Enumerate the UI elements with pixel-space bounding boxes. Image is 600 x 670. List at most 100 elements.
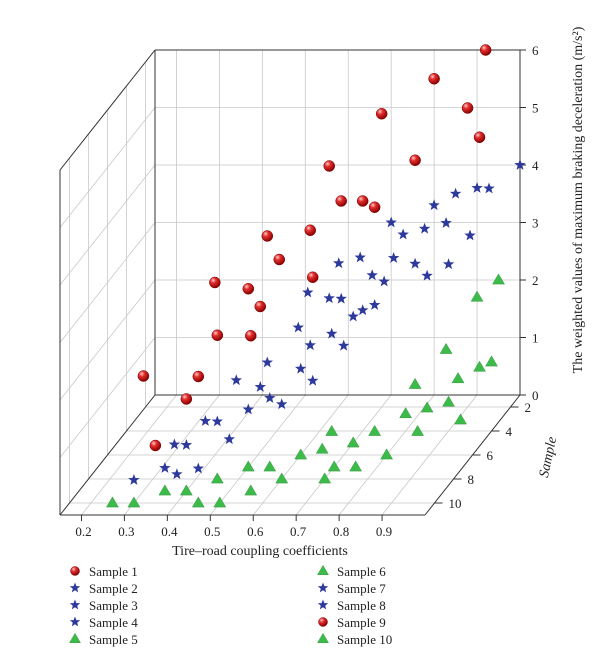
x-tick-label: 0.7: [290, 524, 307, 539]
red-point: [180, 393, 193, 405]
blue-point: [354, 251, 366, 263]
legend-label: Sample 2: [89, 581, 138, 596]
blue-point: [440, 217, 452, 228]
legend-label: Sample 10: [337, 632, 392, 647]
legend-marker: [317, 564, 329, 575]
legend-label: Sample 8: [337, 598, 386, 613]
red-point: [368, 201, 381, 213]
green-point: [451, 372, 465, 384]
legend-marker: [69, 599, 81, 610]
blue-point: [292, 321, 304, 333]
green-point: [294, 448, 308, 460]
green-point: [158, 484, 172, 496]
red-point: [306, 271, 319, 283]
blue-point: [338, 339, 350, 351]
red-point: [149, 439, 162, 452]
y-tick-label: 2: [525, 400, 532, 415]
x-tick-label: 0.5: [204, 524, 220, 539]
legend-entry: Sample 4: [69, 615, 138, 630]
red-point: [356, 195, 369, 207]
red-point: [137, 370, 150, 382]
blue-point: [254, 381, 266, 392]
blue-point: [378, 275, 390, 287]
green-point: [213, 496, 227, 508]
blue-point: [333, 257, 345, 269]
blue-point: [276, 398, 288, 410]
grid-line: [59, 337, 156, 458]
y-tick-label: 6: [487, 448, 494, 463]
blue-point: [223, 433, 235, 445]
red-point: [473, 131, 486, 143]
blue-point: [211, 415, 223, 427]
blue-point: [242, 403, 254, 415]
green-point: [411, 424, 424, 436]
legend-label: Sample 5: [89, 632, 138, 647]
legend-marker: [70, 566, 80, 576]
red-point: [273, 253, 286, 266]
legend-entry: Sample 7: [317, 581, 386, 596]
grid-line: [59, 107, 156, 228]
green-point: [191, 496, 205, 508]
green-point: [473, 360, 486, 372]
blue-point: [199, 415, 212, 426]
x-axis-label: Tire–road coupling coefficients: [172, 544, 348, 559]
blue-point: [323, 292, 335, 304]
green-point: [346, 436, 360, 448]
green-point: [368, 424, 381, 436]
z-tick-label: 5: [532, 101, 539, 116]
blue-point: [483, 182, 495, 194]
x-tick-label: 0.8: [333, 524, 349, 539]
red-point: [254, 300, 267, 313]
blue-point: [366, 269, 378, 281]
legend-entry: Sample 1: [70, 564, 138, 579]
blue-point: [357, 304, 369, 316]
green-point: [241, 460, 255, 472]
red-point: [261, 230, 274, 242]
legend-marker: [317, 582, 329, 593]
x-tick-label: 0.9: [376, 524, 392, 539]
y-tick-label: 8: [468, 472, 475, 487]
grid-line: [59, 222, 156, 343]
axis-frame: [59, 49, 156, 171]
blue-point: [159, 462, 171, 473]
legend-marker: [317, 599, 329, 610]
blue-point: [230, 374, 242, 386]
y-tick-label: 4: [506, 424, 513, 439]
legend-marker: [69, 582, 81, 593]
blue-point: [128, 474, 140, 485]
red-point: [409, 154, 421, 166]
blue-point: [304, 339, 316, 351]
blue-point: [168, 438, 181, 450]
red-point: [335, 195, 347, 207]
green-point: [439, 342, 453, 354]
blue-point: [409, 257, 421, 269]
legend-entry: Sample 6: [317, 564, 386, 579]
blue-point: [464, 229, 476, 241]
legend-entry: Sample 8: [317, 598, 386, 613]
legend-label: Sample 4: [89, 615, 138, 630]
green-point: [325, 424, 339, 436]
green-point: [454, 413, 467, 425]
y-axis-label: Sample: [537, 436, 560, 479]
blue-point: [397, 228, 409, 240]
green-point: [399, 407, 412, 419]
axes: [59, 49, 526, 521]
x-tick-label: 0.2: [75, 524, 91, 539]
axis-frame: [59, 394, 156, 516]
green-point: [420, 401, 434, 413]
red-point: [323, 160, 335, 172]
red-point: [209, 276, 221, 289]
red-point: [211, 329, 224, 341]
blue-point: [428, 199, 440, 211]
blue-point: [264, 392, 276, 403]
legend-entry: Sample 2: [69, 581, 138, 596]
red-point: [479, 44, 492, 56]
blue-point: [368, 299, 381, 310]
blue-point: [442, 258, 455, 270]
red-point: [461, 102, 474, 114]
legend-label: Sample 6: [337, 564, 386, 579]
green-point: [349, 460, 362, 472]
grid-line: [59, 164, 156, 286]
green-point: [318, 472, 332, 484]
green-point: [470, 290, 484, 302]
